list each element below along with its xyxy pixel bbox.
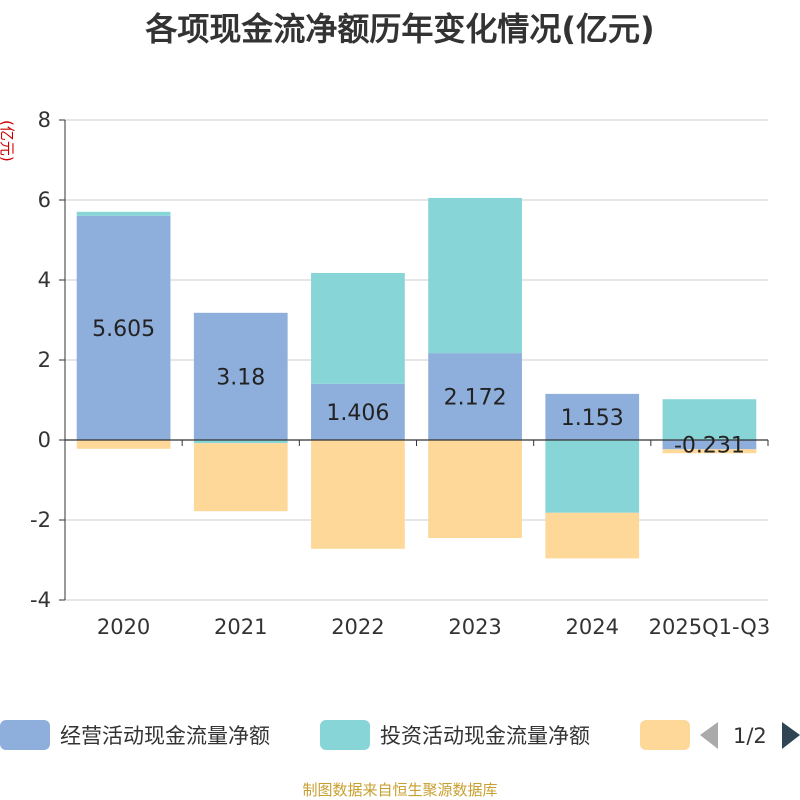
- bar-segment-s2-2025Q1-Q3: [662, 449, 757, 454]
- bar-segment-s0-2025Q1-Q3: [662, 440, 757, 450]
- bar-segment-s1-2021: [193, 440, 288, 444]
- data-label: 3.18: [216, 365, 265, 390]
- bar-group: [76, 197, 757, 559]
- y-tick-label: 4: [38, 268, 51, 292]
- bar-segment-s2-2022: [311, 440, 405, 549]
- y-tick-label: 2: [38, 348, 51, 372]
- bar-segment-s2-2023: [428, 440, 522, 538]
- legend: 经营活动现金流量净额 投资活动现金流量净额 1/2: [0, 720, 800, 750]
- data-labels: 5.605 3.18 1.406 2.172 1.153 -0.231: [92, 317, 745, 459]
- y-tick-label: 8: [38, 108, 51, 132]
- x-tick-label: 2020: [97, 615, 150, 639]
- data-label: 2.172: [444, 386, 507, 411]
- legend-label[interactable]: 经营活动现金流量净额: [60, 724, 270, 748]
- bar-segment-s2-2021: [193, 443, 288, 512]
- legend-page-indicator: 1/2: [733, 724, 767, 748]
- bar-segment-s1-2023: [428, 197, 522, 354]
- legend-swatch[interactable]: [0, 720, 50, 750]
- bar-segment-s0-2021: [193, 312, 288, 440]
- legend-swatch[interactable]: [320, 720, 370, 750]
- legend-prev-arrow-icon[interactable]: [700, 722, 718, 749]
- bar-segment-s2-2024: [545, 512, 640, 559]
- data-label: 5.605: [92, 317, 155, 342]
- chart-title: 各项现金流净额历年变化情况(亿元): [145, 10, 655, 48]
- y-tick-label: 6: [38, 188, 51, 212]
- y-tick-label: 0: [38, 428, 51, 452]
- x-tick-label: 2022: [331, 615, 384, 639]
- bar-segment-s1-2020: [76, 211, 171, 216]
- legend-swatch[interactable]: [640, 720, 690, 750]
- data-label: -0.231: [674, 434, 745, 459]
- bar-segment-s1-2025Q1-Q3: [662, 399, 757, 440]
- axes: -4 -2 0 2 4 6 8 2020 2021 2022 2023 2024 2025Q1-Q3: [30, 108, 770, 639]
- bar-segment-s2-2020: [76, 440, 171, 449]
- bar-segment-s0-2023: [428, 353, 522, 440]
- legend-next-arrow-icon[interactable]: [782, 722, 800, 749]
- bar-segment-s1-2022: [311, 272, 405, 384]
- source-footer: 制图数据来自恒生聚源数据库: [302, 781, 498, 799]
- x-tick-label: 2025Q1-Q3: [649, 615, 771, 639]
- bar-segment-s1-2024: [545, 440, 640, 513]
- bar-segment-s0-2020: [76, 215, 171, 440]
- legend-label[interactable]: 投资活动现金流量净额: [380, 724, 590, 748]
- y-tick-label: -2: [30, 508, 51, 532]
- y-tick-label: -4: [30, 588, 51, 612]
- data-label: 1.153: [561, 406, 624, 431]
- x-tick-label: 2021: [214, 615, 267, 639]
- y-axis-label: (亿元): [0, 120, 16, 162]
- bar-segment-s0-2022: [311, 383, 405, 440]
- x-tick-label: 2023: [448, 615, 501, 639]
- data-label: 1.406: [326, 401, 389, 426]
- x-tick-label: 2024: [566, 615, 619, 639]
- bar-segment-s0-2024: [545, 393, 640, 440]
